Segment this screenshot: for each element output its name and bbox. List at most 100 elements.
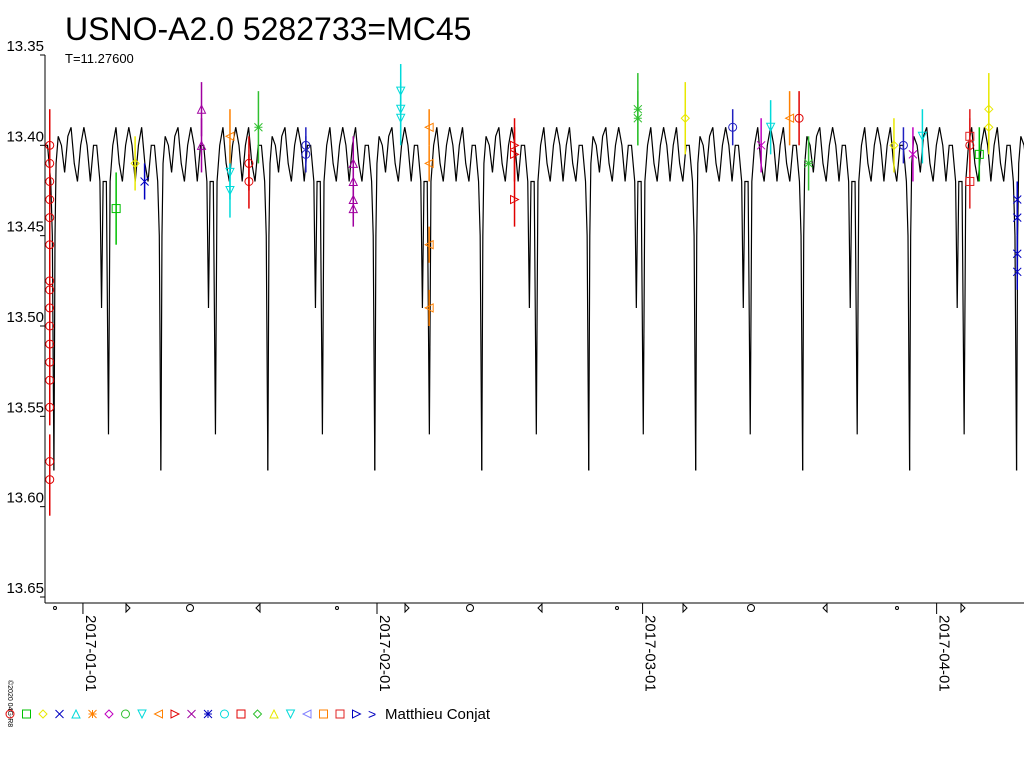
data-point bbox=[510, 149, 520, 160]
moon-marker bbox=[335, 606, 339, 610]
y-tick-label: 13.60 bbox=[6, 490, 44, 507]
data-point bbox=[254, 122, 263, 132]
legend-symbol bbox=[269, 708, 279, 719]
legend-symbol bbox=[55, 709, 64, 719]
legend-symbol bbox=[38, 709, 48, 719]
data-point bbox=[633, 113, 643, 123]
y-tick-label: 13.35 bbox=[6, 38, 44, 55]
y-tick-label: 13.50 bbox=[6, 309, 44, 326]
moon-marker bbox=[682, 602, 688, 614]
x-tick-label: 2017-02-01 bbox=[376, 615, 393, 692]
model-curve bbox=[481, 127, 590, 471]
data-point bbox=[225, 186, 235, 196]
data-point bbox=[1012, 249, 1022, 259]
data-point bbox=[196, 140, 207, 150]
data-point bbox=[974, 149, 984, 159]
legend-symbol bbox=[252, 709, 263, 719]
y-tick-label: 13.65 bbox=[6, 580, 44, 597]
data-point bbox=[889, 140, 899, 151]
moon-marker bbox=[895, 606, 899, 610]
legend-symbols: > bbox=[5, 706, 376, 722]
data-point bbox=[965, 176, 975, 186]
data-point bbox=[510, 194, 520, 205]
legend-symbol bbox=[352, 709, 362, 719]
chart-subtitle: T=11.27600 bbox=[65, 51, 134, 66]
model-curve bbox=[374, 127, 483, 471]
legend-symbol bbox=[301, 709, 312, 719]
data-point bbox=[395, 113, 406, 124]
legend-symbol bbox=[88, 709, 97, 719]
legend-symbol bbox=[5, 709, 15, 719]
data-point bbox=[1012, 195, 1022, 204]
legend-symbol bbox=[220, 709, 229, 719]
moon-marker bbox=[125, 602, 131, 614]
data-point bbox=[984, 122, 994, 132]
data-point bbox=[1012, 267, 1022, 277]
data-point bbox=[680, 113, 690, 123]
data-point bbox=[728, 122, 738, 132]
data-point bbox=[244, 176, 254, 186]
data-point bbox=[965, 131, 975, 141]
y-tick-label: 13.45 bbox=[6, 219, 44, 236]
data-point bbox=[224, 131, 235, 142]
data-point bbox=[424, 239, 434, 250]
chart-title: USNO-A2.0 5282733=MC45 bbox=[65, 11, 471, 47]
data-point bbox=[348, 203, 359, 214]
legend-symbol bbox=[153, 709, 163, 719]
legend-symbol bbox=[71, 708, 81, 719]
data-point bbox=[140, 177, 149, 186]
y-tick-label: 13.55 bbox=[6, 399, 44, 416]
moon-marker bbox=[615, 606, 619, 610]
legend-symbol: > bbox=[368, 706, 376, 722]
data-point bbox=[917, 131, 928, 142]
data-point bbox=[111, 204, 121, 214]
data-point bbox=[908, 150, 918, 159]
data-point bbox=[130, 158, 140, 169]
model-curve bbox=[695, 127, 804, 471]
moon-marker bbox=[822, 602, 828, 614]
moon-marker bbox=[404, 602, 410, 614]
moon-marker bbox=[186, 604, 194, 612]
legend-symbol bbox=[104, 709, 114, 719]
data-point bbox=[794, 113, 804, 123]
moon-marker bbox=[537, 602, 543, 614]
legend-label: Matthieu Conjat bbox=[385, 706, 491, 723]
data-point bbox=[45, 402, 55, 412]
data-point bbox=[301, 149, 311, 159]
legend-symbol bbox=[22, 709, 31, 719]
data-point bbox=[784, 113, 795, 124]
model-curve bbox=[267, 127, 376, 471]
data-point bbox=[765, 122, 776, 133]
data-point bbox=[45, 475, 55, 485]
y-tick-label: 13.40 bbox=[6, 128, 44, 145]
data-point bbox=[45, 240, 55, 250]
model-curve bbox=[53, 127, 162, 471]
legend-symbol bbox=[121, 709, 130, 719]
legend-symbol bbox=[335, 709, 345, 719]
credit: ©2020 04G-R8 bbox=[6, 680, 14, 727]
data-point bbox=[898, 140, 908, 150]
plot-area bbox=[45, 64, 1024, 516]
data-point bbox=[756, 140, 766, 150]
moon-marker bbox=[960, 602, 966, 614]
data-point bbox=[45, 375, 55, 385]
x-tick-label: 2017-03-01 bbox=[642, 615, 659, 692]
moon-marker bbox=[255, 602, 261, 614]
legend-symbol bbox=[137, 709, 147, 720]
data-point bbox=[804, 159, 813, 168]
legend-symbol bbox=[203, 709, 213, 719]
x-tick-label: 2017-04-01 bbox=[936, 615, 953, 692]
moon-phase-row bbox=[53, 602, 966, 614]
legend-symbol bbox=[285, 709, 296, 720]
legend-symbol bbox=[170, 709, 181, 719]
model-curve bbox=[802, 127, 911, 471]
model-curve bbox=[160, 127, 269, 471]
data-point bbox=[196, 104, 207, 114]
legend-symbol bbox=[187, 709, 196, 719]
x-tick-label: 2017-01-01 bbox=[82, 615, 99, 692]
data-point bbox=[424, 303, 434, 313]
data-point bbox=[1012, 213, 1022, 222]
